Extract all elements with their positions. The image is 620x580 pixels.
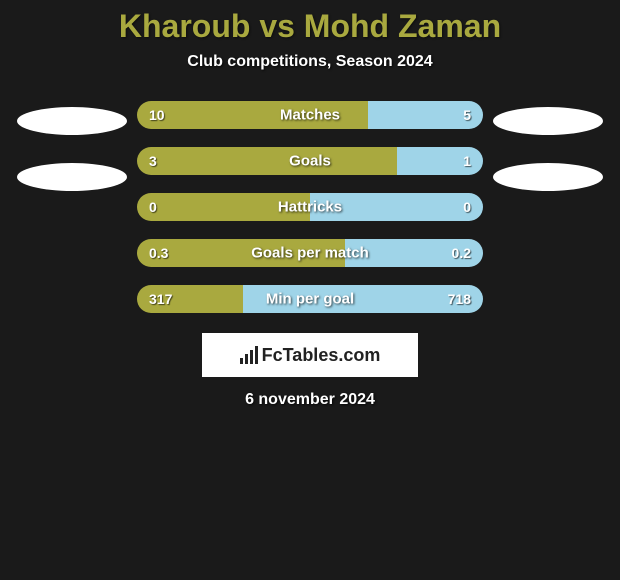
stat-row: 0 0 Hattricks [137, 193, 483, 221]
page-title: Kharoub vs Mohd Zaman [0, 8, 620, 45]
right-player-badges [493, 101, 603, 191]
stat-bars: 10 5 Matches 3 1 Goals 0 0 Hattricks 0.3 0.2 Goals … [137, 101, 483, 313]
stat-right-value: 1 [463, 153, 471, 169]
stat-row: 317 718 Min per goal [137, 285, 483, 313]
left-player-badges [17, 101, 127, 191]
stats-area: 10 5 Matches 3 1 Goals 0 0 Hattricks 0.3 0.2 Goals … [0, 101, 620, 313]
stat-right-value: 0 [463, 199, 471, 215]
brand-icon-bar [255, 346, 258, 364]
stat-row: 10 5 Matches [137, 101, 483, 129]
stat-row: 0.3 0.2 Goals per match [137, 239, 483, 267]
stat-left-value: 10 [149, 107, 165, 123]
stat-label: Goals per match [251, 245, 369, 262]
left-badge-2 [17, 163, 127, 191]
stat-label: Goals [289, 153, 331, 170]
brand-logo: FcTables.com [202, 333, 418, 377]
brand-icon-bar [245, 354, 248, 364]
comparison-infographic: Kharoub vs Mohd Zaman Club competitions,… [0, 0, 620, 409]
stat-right-value: 0.2 [452, 245, 471, 261]
stat-row: 3 1 Goals [137, 147, 483, 175]
stat-left-value: 3 [149, 153, 157, 169]
date-label: 6 november 2024 [0, 391, 620, 409]
bar-left-segment [137, 147, 397, 175]
left-badge-1 [17, 107, 127, 135]
stat-label: Matches [280, 107, 340, 124]
brand-icon-bar [240, 358, 243, 364]
right-badge-1 [493, 107, 603, 135]
stat-left-value: 0 [149, 199, 157, 215]
brand-icon-bar [250, 350, 253, 364]
stat-right-value: 5 [463, 107, 471, 123]
page-subtitle: Club competitions, Season 2024 [0, 53, 620, 71]
stat-left-value: 317 [149, 291, 172, 307]
stat-right-value: 718 [448, 291, 471, 307]
brand-chart-icon [240, 346, 258, 364]
stat-label: Hattricks [278, 199, 342, 216]
right-badge-2 [493, 163, 603, 191]
brand-text: FcTables.com [262, 345, 381, 366]
stat-left-value: 0.3 [149, 245, 168, 261]
stat-label: Min per goal [266, 291, 354, 308]
